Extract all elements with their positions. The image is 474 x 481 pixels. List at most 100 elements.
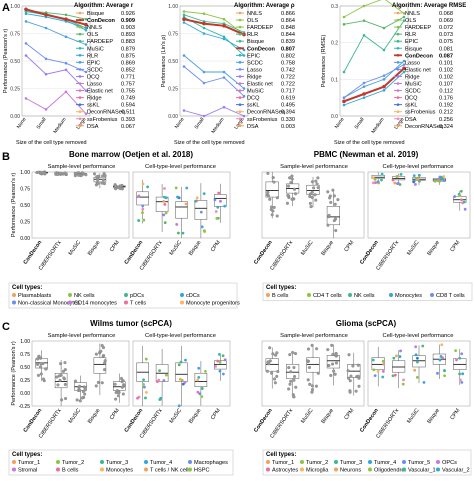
legend-value: 0.771 [121, 74, 135, 80]
x-tick-label: CPM [450, 407, 462, 421]
legend-title: Algorithm: Average r [74, 3, 134, 9]
data-point [119, 376, 124, 381]
data-point [433, 179, 437, 183]
legend-title: Algorithm: Average RMSE [392, 3, 466, 9]
x-tick-label: CIBERSORTx [375, 408, 400, 440]
legend-name: ssKL [87, 103, 99, 109]
legend-name: DCQ [405, 96, 418, 102]
legend-swatch-dot [78, 68, 82, 71]
series-point [402, 70, 406, 74]
data-point [332, 219, 336, 223]
legend-item: HSPC [194, 468, 210, 474]
data-point [196, 378, 199, 382]
x-tick-label: MuSiC [169, 408, 183, 425]
legend-item: Stromal [18, 468, 37, 474]
legend-name: MuSiC [247, 89, 264, 95]
legend-name: ConDecon [87, 18, 116, 24]
x-tick-label: ConDecon [359, 407, 380, 433]
data-point [354, 389, 358, 393]
data-point [395, 175, 399, 178]
box-chart-3: Bone marrow (Oetjen et al. 2018) Sample-l… [11, 150, 231, 272]
legend-value: 0.003 [281, 124, 295, 130]
data-point [122, 383, 127, 387]
y-tick-label: 0.25 [10, 87, 20, 93]
data-point [163, 187, 166, 190]
data-point [92, 172, 97, 176]
legend-name: DSA [247, 124, 259, 130]
legend-value: 0.075 [439, 39, 453, 45]
legend-value: 0.864 [281, 18, 295, 24]
x-tick-label: CPM [344, 239, 356, 253]
data-point [416, 360, 419, 364]
data-point [275, 196, 279, 200]
data-point [217, 191, 221, 195]
data-point [221, 372, 225, 376]
line-chart-2: 0.0 0.1 0.2 0.3 Performance (RMSE) None Small M… [321, 0, 466, 146]
legend-name: Elastic net [405, 67, 431, 73]
y-tick-label: 0.50 [20, 365, 30, 371]
data-point [216, 359, 220, 363]
series-point [84, 22, 88, 27]
legend-name: FARDEEP [247, 25, 273, 31]
data-point [346, 369, 350, 373]
data-point [100, 181, 104, 185]
legend-swatch [368, 467, 372, 472]
data-point [314, 179, 318, 183]
data-point [289, 370, 293, 374]
data-point [313, 193, 317, 197]
data-point [393, 373, 397, 377]
legend-value: 0.069 [439, 18, 453, 24]
legend-value: 0.807 [281, 46, 295, 52]
data-point [287, 366, 291, 370]
data-point [330, 343, 334, 347]
series-point [44, 72, 48, 76]
data-point [61, 369, 65, 373]
legend-value: 0.072 [439, 25, 453, 31]
x-tick-label: None [16, 117, 28, 130]
legend-swatch-dot [238, 110, 242, 113]
legend-swatch [144, 467, 148, 472]
data-point [414, 353, 418, 357]
data-point [348, 379, 352, 383]
data-point [35, 362, 40, 367]
legend-swatch-dot [238, 11, 242, 15]
data-point [312, 186, 316, 190]
legend-swatch [307, 293, 311, 297]
series-point [242, 114, 246, 118]
series-point [182, 65, 186, 68]
data-point [118, 187, 122, 191]
legend-value: 0.192 [439, 103, 453, 109]
series-line-bisque [183, 14, 245, 33]
legend-name: SCDC [87, 67, 103, 73]
legend-value: 0.875 [121, 53, 135, 59]
data-point [305, 359, 310, 363]
legend-value: 0.324 [439, 124, 453, 130]
series-line-nnls [183, 11, 245, 35]
plot-frame [339, 5, 409, 117]
data-point [460, 380, 464, 384]
legend-swatch-dot [78, 39, 82, 43]
legend-name: Bisque [87, 11, 104, 17]
data-point [357, 384, 361, 388]
y-axis-label: Performance (Lin's ρ) [161, 35, 167, 88]
data-point [381, 375, 385, 379]
legend-name: DCQ [247, 96, 260, 102]
data-point [273, 377, 277, 381]
data-point [349, 374, 353, 378]
legend-swatch-dot [78, 117, 82, 121]
legend-value: 0.742 [281, 67, 295, 73]
data-point [177, 363, 181, 367]
data-point [458, 193, 462, 197]
data-point [288, 176, 292, 180]
series-point [242, 87, 246, 90]
data-point [95, 175, 99, 179]
data-point [137, 194, 141, 198]
data-point [64, 397, 68, 401]
data-point [348, 390, 352, 394]
series-point [382, 89, 386, 92]
data-point [307, 365, 311, 370]
data-point [438, 358, 442, 362]
series-point [342, 99, 346, 104]
legend-value: 0.101 [439, 60, 453, 66]
